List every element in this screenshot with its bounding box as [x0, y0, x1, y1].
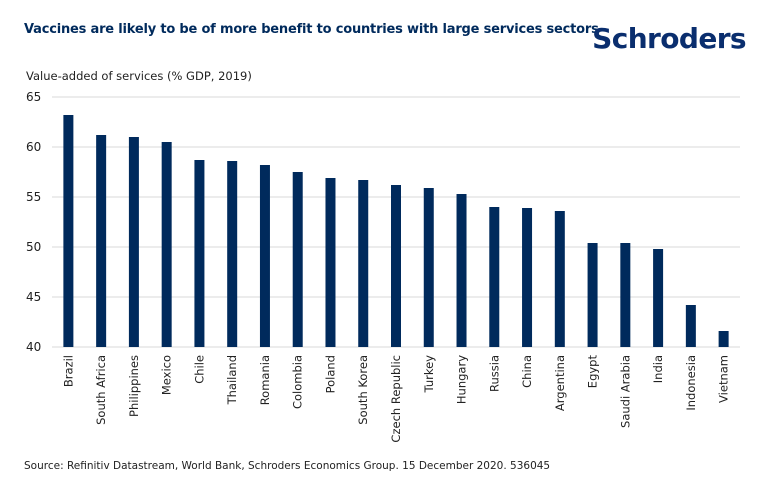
y-tick-label: 60 — [26, 140, 41, 154]
x-tick-label: Philippines — [127, 355, 141, 417]
bar-romania — [259, 165, 270, 347]
y-tick-label: 45 — [26, 290, 41, 304]
bar-hungary — [456, 194, 467, 347]
y-tick-label: 50 — [26, 240, 41, 254]
x-tick-label: Colombia — [291, 355, 305, 409]
x-tick-label: Indonesia — [684, 355, 698, 411]
x-tick-label: Turkey — [422, 355, 436, 394]
bar-chile — [194, 160, 205, 347]
bar-russia — [489, 207, 500, 347]
bar-thailand — [227, 161, 238, 347]
source-note: Source: Refinitiv Datastream, World Bank… — [24, 460, 551, 472]
x-tick-label: Czech Republic — [389, 355, 403, 443]
x-tick-label: Romania — [258, 355, 272, 405]
bar-mexico — [161, 142, 172, 347]
x-tick-label: Egypt — [586, 355, 600, 389]
bar-south-africa — [96, 135, 107, 347]
bar-argentina — [554, 211, 565, 347]
y-axis-ticks: 40 45 50 55 60 65 — [26, 90, 41, 354]
bar-china — [522, 208, 533, 347]
x-tick-label: Thailand — [225, 355, 239, 405]
bar-czech-republic — [391, 185, 401, 347]
x-tick-label: Brazil — [61, 355, 75, 387]
schroders-logo: Schroders — [592, 22, 746, 55]
x-tick-label: Argentina — [553, 355, 567, 411]
bar-turkey — [423, 188, 434, 347]
x-tick-label: Chile — [192, 355, 206, 384]
x-tick-label: Russia — [487, 355, 501, 392]
bar-india — [653, 249, 664, 347]
x-tick-label: Vietnam — [717, 355, 731, 403]
bar-indonesia — [685, 305, 696, 347]
x-tick-label: Saudi Arabia — [618, 355, 632, 428]
x-tick-label: Poland — [323, 355, 337, 393]
y-axis-label: Value-added of services (% GDP, 2019) — [26, 69, 252, 83]
x-tick-label: Mexico — [160, 355, 174, 395]
bar-philippines — [128, 137, 139, 347]
chart-title: Vaccines are likely to be of more benefi… — [24, 22, 599, 37]
x-tick-label: South Africa — [94, 355, 108, 425]
x-tick-label: India — [651, 355, 665, 383]
y-tick-label: 40 — [26, 340, 41, 354]
y-tick-label: 65 — [26, 90, 41, 104]
bar-brazil — [63, 115, 74, 347]
bar-colombia — [292, 172, 303, 347]
y-tick-label: 55 — [26, 190, 41, 204]
bar-poland — [325, 178, 336, 347]
bar-south-korea — [358, 180, 369, 347]
bar-saudi-arabia — [620, 243, 631, 347]
x-tick-label: Hungary — [455, 355, 469, 404]
x-axis-labels: Brazil South Africa Philippines Mexico Chile… — [61, 355, 730, 443]
bar-egypt — [587, 243, 598, 347]
x-tick-label: South Korea — [356, 355, 370, 425]
x-tick-label: China — [520, 355, 534, 388]
bars — [63, 115, 729, 347]
bar-vietnam — [718, 331, 729, 347]
